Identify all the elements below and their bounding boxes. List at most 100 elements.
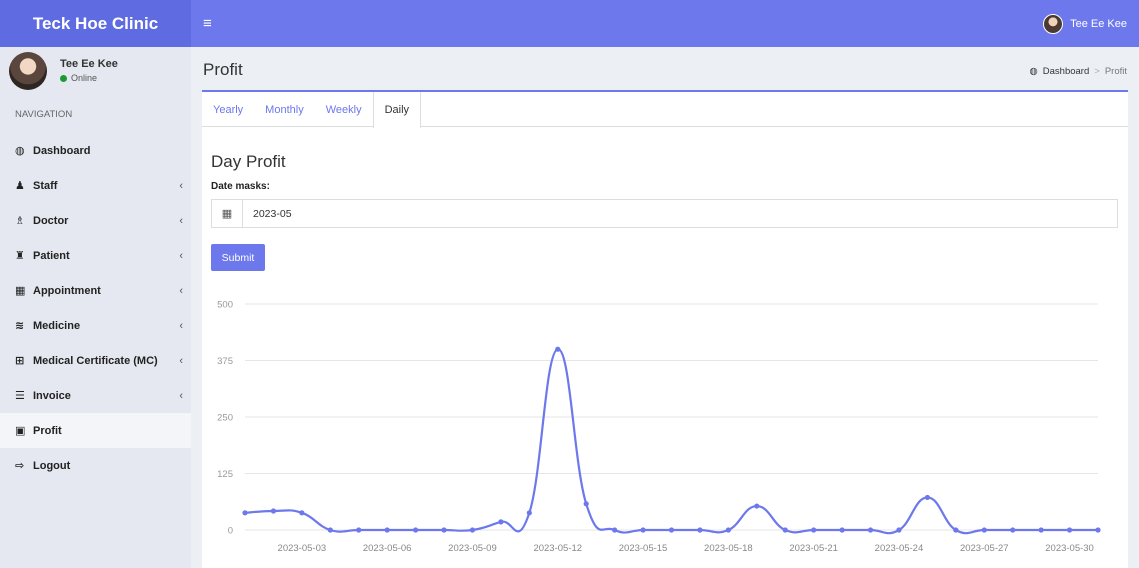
- sidebar-item-dashboard[interactable]: ◍ Dashboard: [0, 133, 191, 168]
- data-point[interactable]: [981, 527, 987, 533]
- data-point[interactable]: [413, 527, 419, 533]
- dashboard-icon: ◍: [1029, 66, 1038, 77]
- page-title: Profit: [203, 60, 243, 79]
- profit-box: Yearly Monthly Weekly Daily Day Profit D…: [202, 90, 1128, 568]
- sidebar-item-staff[interactable]: ♟ Staff ‹: [0, 168, 191, 203]
- data-point[interactable]: [1095, 527, 1101, 533]
- sidebar-item-label: Patient: [33, 249, 70, 262]
- tab-yearly[interactable]: Yearly: [213, 103, 244, 116]
- sidebar-item-appointment[interactable]: ▦ Appointment ‹: [0, 273, 191, 308]
- date-field[interactable]: ▦ 2023-05: [211, 199, 1118, 228]
- sidebar-user-name: Tee Ee Kee: [60, 58, 118, 70]
- chevron-left-icon: ‹: [179, 284, 183, 297]
- y-tick-label: 250: [217, 413, 233, 424]
- section-title: Day Profit: [211, 152, 286, 171]
- sidebar-item-label: Staff: [33, 179, 58, 192]
- tab-weekly[interactable]: Weekly: [325, 103, 362, 116]
- data-point[interactable]: [924, 494, 931, 501]
- x-tick-label: 2023-05-15: [619, 543, 668, 554]
- tab-monthly[interactable]: Monthly: [265, 103, 304, 116]
- data-point[interactable]: [270, 508, 277, 514]
- data-point[interactable]: [299, 510, 305, 516]
- data-point[interactable]: [242, 510, 248, 516]
- data-point[interactable]: [1038, 527, 1044, 533]
- data-point[interactable]: [555, 346, 561, 352]
- submit-button[interactable]: Submit: [211, 244, 265, 271]
- data-point[interactable]: [640, 527, 646, 533]
- breadcrumb-home-link[interactable]: Dashboard: [1042, 66, 1090, 77]
- date-field-label: Date masks:: [211, 181, 270, 192]
- chevron-left-icon: ‹: [179, 319, 183, 332]
- data-point[interactable]: [953, 527, 959, 533]
- chevron-left-icon: ‹: [179, 249, 183, 262]
- list-icon: ☰: [15, 390, 25, 402]
- data-point[interactable]: [356, 527, 362, 533]
- data-point[interactable]: [469, 527, 476, 533]
- chevron-left-icon: ‹: [179, 354, 183, 367]
- data-point[interactable]: [697, 527, 703, 533]
- date-field-value[interactable]: 2023-05: [253, 207, 292, 220]
- data-point[interactable]: [725, 527, 731, 533]
- dashboard-icon: ◍: [15, 145, 25, 157]
- sidebar-item-medical-certificate-mc[interactable]: ⊞ Medical Certificate (MC) ‹: [0, 343, 191, 378]
- online-dot-icon: [60, 74, 67, 82]
- user-menu[interactable]: Tee Ee Kee: [1043, 0, 1127, 47]
- x-tick-label: 2023-05-18: [704, 543, 753, 554]
- x-tick-label: 2023-05-24: [875, 543, 924, 554]
- data-point[interactable]: [441, 527, 447, 533]
- x-tick-label: 2023-05-12: [533, 543, 582, 554]
- data-point[interactable]: [526, 510, 532, 516]
- y-tick-label: 125: [217, 469, 233, 480]
- data-point[interactable]: [839, 527, 845, 533]
- content-header: Profit ◍ Dashboard > Profit: [191, 47, 1139, 92]
- chevron-left-icon: ‹: [179, 214, 183, 227]
- x-tick-label: 2023-05-09: [448, 543, 497, 554]
- sidebar-item-doctor[interactable]: ♗ Doctor ‹: [0, 203, 191, 238]
- chevron-left-icon: ‹: [179, 389, 183, 402]
- x-tick-label: 2023-05-27: [960, 543, 1009, 554]
- x-tick-label: 2023-05-30: [1045, 543, 1094, 554]
- data-point[interactable]: [754, 503, 760, 509]
- brand-logo[interactable]: Teck Hoe Clinic: [0, 0, 191, 47]
- breadcrumb-separator: >: [1094, 66, 1100, 77]
- sidebar-item-patient[interactable]: ♜ Patient ‹: [0, 238, 191, 273]
- sidebar-item-label: Doctor: [33, 214, 69, 227]
- x-tick-label: 2023-05-03: [278, 543, 327, 554]
- daily-profit-chart: 0 125 250 375 500 2023-05-03 2023-05-06 2023-05…: [217, 300, 1101, 554]
- hamburger-icon[interactable]: ≡: [203, 15, 212, 32]
- sidebar-item-medicine[interactable]: ≋ Medicine ‹: [0, 308, 191, 343]
- breadcrumb-current: Profit: [1104, 66, 1127, 77]
- data-point[interactable]: [1010, 527, 1016, 533]
- x-tick-label: 2023-05-06: [363, 543, 412, 554]
- data-point[interactable]: [896, 527, 902, 533]
- data-point[interactable]: [612, 527, 618, 533]
- sidebar-item-logout[interactable]: ⇨ Logout: [0, 448, 191, 483]
- sidebar-item-profit[interactable]: ▣ Profit: [0, 413, 191, 448]
- sidebar-item-label: Appointment: [33, 284, 101, 297]
- sidebar-item-invoice[interactable]: ☰ Invoice ‹: [0, 378, 191, 413]
- y-tick-label: 375: [217, 356, 233, 367]
- x-tick-label: 2023-05-21: [789, 543, 838, 554]
- data-point[interactable]: [867, 527, 874, 533]
- data-point[interactable]: [384, 527, 390, 533]
- data-point[interactable]: [811, 527, 817, 533]
- data-point[interactable]: [498, 519, 504, 525]
- user-panel: Tee Ee Kee Online: [0, 47, 191, 94]
- data-point[interactable]: [327, 527, 333, 533]
- status-label: Online: [71, 73, 98, 83]
- tab-bar: Yearly Monthly Weekly Daily: [202, 92, 1128, 128]
- tab-daily[interactable]: Daily: [372, 92, 422, 128]
- data-point[interactable]: [782, 527, 788, 533]
- doctor-icon: ♗: [15, 215, 25, 227]
- y-tick-label: 0: [228, 526, 233, 537]
- data-point[interactable]: [583, 501, 589, 507]
- nav-header: NAVIGATION: [15, 108, 73, 120]
- data-point[interactable]: [1066, 527, 1073, 533]
- y-tick-label: 500: [217, 300, 233, 311]
- plus-square-icon: ⊞: [15, 355, 25, 367]
- data-point[interactable]: [668, 527, 675, 533]
- sidebar-item-label: Invoice: [33, 389, 71, 402]
- chevron-left-icon: ‹: [179, 179, 183, 192]
- sidebar-item-label: Logout: [33, 459, 71, 472]
- avatar: [1043, 13, 1064, 34]
